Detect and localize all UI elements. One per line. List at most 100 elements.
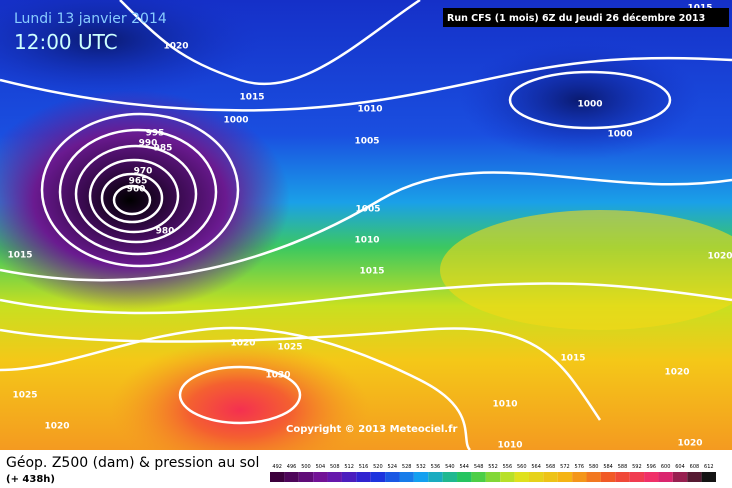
copyright: Copyright © 2013 Meteociel.fr — [286, 424, 457, 435]
scale-label: 520 — [373, 464, 383, 470]
scale-label: 500 — [301, 464, 311, 470]
scale-swatch — [471, 472, 486, 482]
scale-swatch — [370, 472, 386, 482]
scale-label: 504 — [316, 464, 326, 470]
scale-label: 532 — [416, 464, 426, 470]
isobar-label: 980 — [156, 227, 175, 237]
isobar-label: 1010 — [357, 105, 382, 115]
scale-label: 592 — [632, 464, 642, 470]
isobar-label: 1020 — [677, 439, 702, 449]
scale-swatch — [557, 472, 573, 482]
scale-label: 524 — [388, 464, 398, 470]
isobar-label: 965 — [129, 177, 148, 187]
scale-swatch — [500, 472, 515, 482]
scale-swatch — [356, 472, 371, 482]
scale-label: 608 — [690, 464, 700, 470]
isobar-label: 1025 — [12, 391, 37, 401]
scale-swatch — [298, 472, 314, 482]
color-scale: 492 496 500 504 508 512 516 520 524 528 532 536 540 5… — [270, 464, 716, 482]
scale-label: 580 — [589, 464, 599, 470]
scale-swatch — [313, 472, 328, 482]
scale-swatch — [341, 472, 357, 482]
scale-swatch — [413, 472, 429, 482]
isobar-label: 1000 — [577, 100, 602, 110]
scale-swatch — [687, 472, 702, 482]
scale-label: 528 — [402, 464, 412, 470]
scale-label: 560 — [517, 464, 527, 470]
scale-label: 568 — [546, 464, 556, 470]
scale-swatch — [615, 472, 630, 482]
isobar-label: 1015 — [560, 354, 585, 364]
scale-swatch — [572, 472, 587, 482]
isobar-label: 1000 — [223, 116, 248, 126]
isobar-label: 1015 — [239, 93, 264, 103]
isobar-label: 1020 — [44, 422, 69, 432]
scale-swatch — [644, 472, 659, 482]
scale-swatch — [284, 472, 299, 482]
isobar-label: 1005 — [355, 205, 380, 215]
scale-swatch — [385, 472, 400, 482]
scale-label: 596 — [646, 464, 656, 470]
scale-label: 564 — [531, 464, 541, 470]
isobar-label: 995 — [146, 129, 165, 139]
scale-label: 556 — [503, 464, 513, 470]
isobar-label: 1005 — [354, 137, 379, 147]
isobar-label: 1010 — [492, 400, 517, 410]
scale-label: 536 — [431, 464, 441, 470]
isobar-label: 1020 — [707, 252, 732, 262]
isobar-label: 1020 — [163, 42, 188, 52]
scale-swatch — [672, 472, 688, 482]
field — [0, 0, 260, 100]
isobar-label: 1015 — [7, 251, 32, 261]
isobar-label: 985 — [154, 144, 173, 154]
field — [460, 40, 700, 160]
high-pressure — [110, 340, 370, 480]
isobar-label: 1010 — [354, 236, 379, 246]
scale-label: 552 — [488, 464, 498, 470]
scale-label: 492 — [272, 464, 282, 470]
scale-swatch — [428, 472, 443, 482]
isobar-label: 1030 — [265, 371, 290, 381]
scale-label: 516 — [359, 464, 369, 470]
scale-swatch — [543, 472, 558, 482]
time: 12:00 UTC — [14, 30, 118, 54]
isobar-label: 1015 — [359, 267, 384, 277]
isobar-label: 1000 — [607, 130, 632, 140]
run-box — [443, 8, 729, 27]
isobar-label: 960 — [127, 185, 146, 195]
scale-label: 508 — [330, 464, 340, 470]
footer-title: Géop. Z500 (dam) & pression au sol — [6, 455, 259, 471]
scale-label: 540 — [445, 464, 455, 470]
scale-label: 544 — [459, 464, 469, 470]
isobar-label: 1010 — [497, 441, 522, 451]
scale-swatch — [514, 472, 529, 482]
scale-swatch — [528, 472, 544, 482]
scale-label: 600 — [661, 464, 671, 470]
isobars — [0, 0, 732, 450]
lead-time: (+ 438h) — [6, 474, 55, 485]
scale-label: 572 — [560, 464, 570, 470]
scale-swatch — [485, 472, 501, 482]
scale-label: 612 — [704, 464, 714, 470]
isobar-label: 1020 — [230, 339, 255, 349]
isobar-label: 990 — [139, 139, 158, 149]
scale-label: 512 — [344, 464, 354, 470]
scale-label: 604 — [675, 464, 685, 470]
date: Lundi 13 janvier 2014 — [14, 11, 167, 27]
isobar-label: 1020 — [664, 368, 689, 378]
scale-label: 496 — [287, 464, 297, 470]
scale-swatch — [658, 472, 673, 482]
scale-swatch — [600, 472, 616, 482]
scale-swatch — [586, 472, 601, 482]
scale-swatch — [327, 472, 342, 482]
field — [440, 210, 732, 330]
scale-swatch — [701, 472, 716, 482]
scale-swatch — [399, 472, 414, 482]
scale-swatch — [629, 472, 645, 482]
scale-label: 576 — [575, 464, 585, 470]
isobar-label: 1025 — [277, 343, 302, 353]
scale-label: 548 — [474, 464, 484, 470]
run: Run CFS (1 mois) 6Z du Jeudi 26 décembre… — [447, 13, 705, 24]
scale-label: 588 — [618, 464, 628, 470]
